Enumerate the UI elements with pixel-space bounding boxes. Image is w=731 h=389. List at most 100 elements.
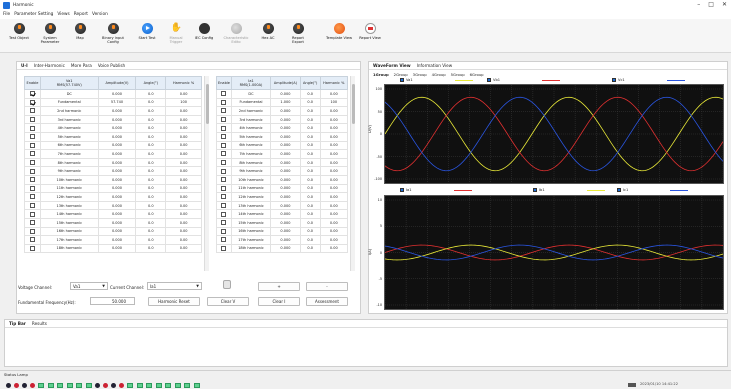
amplitude-cell[interactable]: 0.000	[97, 149, 137, 159]
amplitude-cell[interactable]: 0.000	[270, 140, 301, 151]
enable-checkbox[interactable]	[29, 177, 35, 183]
angle-cell[interactable]: 0.0	[135, 131, 167, 142]
enable-checkbox[interactable]	[29, 108, 35, 114]
enable-checkbox[interactable]	[221, 220, 227, 226]
enable-checkbox[interactable]	[221, 237, 227, 243]
amplitude-cell[interactable]: 0.000	[97, 140, 137, 151]
harmonic-percent-cell[interactable]: 0.00	[319, 226, 349, 237]
enable-checkbox[interactable]	[221, 245, 227, 251]
enable-checkbox[interactable]	[29, 160, 35, 166]
amplitude-cell[interactable]: 0.000	[270, 174, 301, 185]
amplitude-cell[interactable]: 0.000	[270, 123, 301, 133]
tab-voice-publish[interactable]: Voice Publish	[97, 63, 126, 68]
remove-button[interactable]: -	[306, 282, 348, 291]
legend-swatch[interactable]	[400, 188, 404, 192]
harmonic-percent-cell[interactable]: 0.00	[165, 157, 202, 168]
harmonic-percent-cell[interactable]: 0.00	[165, 235, 202, 245]
amplitude-cell[interactable]: 0.000	[270, 200, 301, 211]
amplitude-cell[interactable]: 0.000	[97, 114, 137, 125]
amplitude-cell[interactable]: 0.000	[270, 217, 301, 228]
enable-checkbox[interactable]	[29, 99, 35, 105]
angle-cell[interactable]: 0.0	[135, 217, 167, 228]
enable-checkbox[interactable]	[221, 134, 227, 140]
amplitude-cell[interactable]: 0.000	[270, 243, 301, 254]
minimize-button[interactable]: –	[697, 1, 701, 8]
menu-parameter-setting[interactable]: Parameter Setting	[14, 12, 54, 17]
enable-checkbox[interactable]	[221, 151, 227, 157]
angle-cell[interactable]: 0.0	[299, 89, 321, 99]
enable-checkbox[interactable]	[221, 108, 227, 114]
angle-cell[interactable]: 0.0	[299, 174, 321, 185]
angle-cell[interactable]: 0.0	[135, 166, 167, 176]
enable-checkbox[interactable]	[221, 203, 227, 209]
tab-waveform-view[interactable]: WaveForm View	[373, 63, 411, 68]
angle-cell[interactable]: 0.0	[299, 106, 321, 116]
angle-cell[interactable]: 0.0	[299, 97, 321, 108]
amplitude-cell[interactable]: 0.000	[270, 183, 301, 194]
harmonic-percent-cell[interactable]: 0.00	[319, 166, 349, 176]
toolbar-start-test-button[interactable]: Start Test	[132, 19, 162, 53]
harmonic-percent-cell[interactable]: 0.00	[165, 140, 202, 151]
column-header[interactable]: Angle(°)	[299, 76, 321, 90]
amplitude-cell[interactable]: 1.000	[270, 97, 301, 108]
enable-checkbox[interactable]	[221, 185, 227, 191]
harmonic-percent-cell[interactable]: 0.00	[165, 123, 202, 133]
harmonic-percent-cell[interactable]: 0.00	[165, 149, 202, 159]
angle-cell[interactable]: 0.0	[299, 226, 321, 237]
toolbar-manual-trigger-button[interactable]: ✋ Manual Trigger	[162, 19, 190, 53]
enable-checkbox[interactable]	[221, 211, 227, 217]
harmonic-percent-cell[interactable]: 0.00	[319, 131, 349, 142]
enable-checkbox[interactable]	[29, 228, 35, 234]
tab-inter-harmonic[interactable]: Inter-Harmonic	[33, 63, 65, 68]
amplitude-cell[interactable]: 0.000	[270, 235, 301, 245]
amplitude-cell[interactable]: 0.000	[270, 157, 301, 168]
toolbar-report-export-button[interactable]: Report Export	[282, 19, 314, 53]
angle-cell[interactable]: 0.0	[299, 200, 321, 211]
toolbar-iec-config-button[interactable]: IEC Config	[190, 19, 218, 53]
amplitude-cell[interactable]: 0.000	[270, 149, 301, 159]
harmonic-reset-button[interactable]: Harmonic Reset	[148, 297, 200, 306]
harmonic-percent-cell[interactable]: 0.00	[319, 89, 349, 99]
angle-cell[interactable]: 0.0	[135, 226, 167, 237]
harmonic-percent-cell[interactable]: 0.00	[319, 192, 349, 202]
amplitude-cell[interactable]: 0.000	[97, 157, 137, 168]
tab-more-para[interactable]: More Para	[70, 63, 92, 68]
harmonic-percent-cell[interactable]: 0.00	[319, 243, 349, 254]
tab-results[interactable]: Results	[31, 321, 47, 326]
amplitude-cell[interactable]: 57.740	[97, 97, 137, 108]
harmonic-percent-cell[interactable]: 0.00	[165, 114, 202, 125]
harmonic-percent-cell[interactable]: 100	[165, 97, 202, 108]
voltage-channel-select[interactable]: Va1 ▼	[70, 282, 108, 290]
tab-group-4[interactable]: 4Group	[431, 71, 446, 77]
menu-version[interactable]: Version	[92, 12, 108, 17]
enable-checkbox[interactable]	[221, 142, 227, 148]
harmonic-percent-cell[interactable]: 0.00	[165, 226, 202, 237]
harmonic-percent-cell[interactable]: 0.00	[165, 166, 202, 176]
harmonic-percent-cell[interactable]: 0.00	[319, 140, 349, 151]
amplitude-cell[interactable]: 0.000	[270, 131, 301, 142]
enable-checkbox[interactable]	[221, 125, 227, 131]
column-header[interactable]: Amplitude(A)	[270, 76, 301, 90]
current-channel-select[interactable]: Ia1 ▼	[147, 282, 202, 290]
amplitude-cell[interactable]: 0.000	[270, 209, 301, 219]
harmonic-percent-cell[interactable]: 0.00	[165, 192, 202, 202]
angle-cell[interactable]: 0.0	[299, 123, 321, 133]
harmonic-percent-cell[interactable]: 0.00	[319, 217, 349, 228]
enable-checkbox[interactable]	[221, 177, 227, 183]
legend-swatch[interactable]	[487, 78, 491, 82]
angle-cell[interactable]: 0.0	[135, 209, 167, 219]
current-table-scrollbar[interactable]	[350, 76, 355, 271]
close-button[interactable]: ✕	[721, 1, 727, 8]
enable-checkbox[interactable]	[221, 160, 227, 166]
enable-checkbox[interactable]	[29, 125, 35, 131]
harmonic-percent-cell[interactable]: 0.00	[165, 174, 202, 185]
amplitude-cell[interactable]: 0.000	[270, 192, 301, 202]
harmonic-percent-cell[interactable]: 0.00	[319, 200, 349, 211]
column-header[interactable]: Harmonic %	[165, 76, 202, 90]
harmonic-percent-cell[interactable]: 0.00	[165, 89, 202, 99]
angle-cell[interactable]: 0.0	[135, 183, 167, 194]
tab-group-2[interactable]: 2Group	[393, 71, 408, 77]
enable-checkbox[interactable]	[29, 142, 35, 148]
amplitude-cell[interactable]: 0.000	[270, 89, 301, 99]
voltage-table-scrollbar[interactable]	[204, 76, 209, 271]
